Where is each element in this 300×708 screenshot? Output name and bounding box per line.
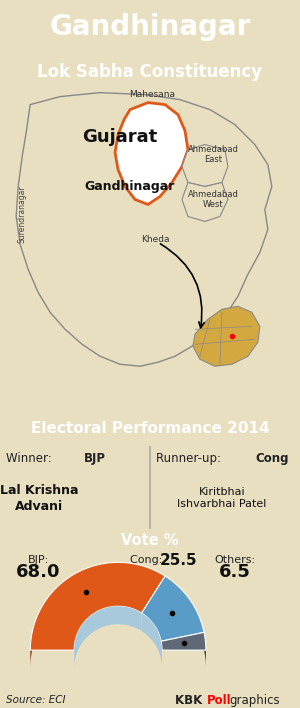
Text: Electoral Performance 2014: Electoral Performance 2014: [31, 421, 269, 436]
Text: Lok Sabha Constituency: Lok Sabha Constituency: [38, 63, 262, 81]
Text: BJP:: BJP:: [28, 555, 49, 566]
Polygon shape: [142, 576, 204, 641]
Text: Cong:: Cong:: [130, 555, 166, 566]
Text: BJP: BJP: [84, 452, 106, 465]
Text: 25.5: 25.5: [160, 553, 198, 568]
Polygon shape: [115, 103, 188, 205]
Text: Surendranagar: Surendranagar: [18, 185, 27, 244]
Text: Poll: Poll: [207, 694, 232, 707]
Text: graphics: graphics: [230, 694, 280, 707]
Text: Runner-up:: Runner-up:: [156, 452, 225, 465]
Polygon shape: [204, 632, 206, 668]
Polygon shape: [165, 576, 204, 651]
Text: Kiritbhai
Ishvarbhai Patel: Kiritbhai Ishvarbhai Patel: [177, 487, 267, 510]
Polygon shape: [161, 632, 206, 650]
Polygon shape: [182, 183, 228, 222]
Text: 68.0: 68.0: [16, 564, 61, 581]
Text: Source: ECI: Source: ECI: [6, 695, 66, 705]
Text: Gandhinagar: Gandhinagar: [85, 180, 175, 193]
Polygon shape: [182, 144, 228, 186]
Text: Kheda: Kheda: [141, 235, 169, 244]
Text: Others:: Others:: [214, 555, 255, 566]
Text: 6.5: 6.5: [219, 564, 251, 581]
Polygon shape: [30, 562, 165, 650]
Polygon shape: [74, 606, 142, 668]
Text: Lal Krishna
Advani: Lal Krishna Advani: [0, 484, 78, 513]
Text: Mahesana: Mahesana: [129, 90, 175, 98]
Polygon shape: [193, 307, 260, 366]
Text: KBK: KBK: [175, 694, 206, 707]
Polygon shape: [142, 613, 161, 659]
Text: Ahmedabad
East: Ahmedabad East: [188, 145, 238, 164]
Text: Ahmedabad
West: Ahmedabad West: [188, 190, 238, 209]
Polygon shape: [161, 641, 162, 668]
Text: Gujarat: Gujarat: [82, 127, 158, 146]
Text: Vote %: Vote %: [121, 533, 179, 549]
Polygon shape: [16, 93, 272, 366]
Text: Winner:: Winner:: [6, 452, 56, 465]
Polygon shape: [30, 562, 165, 668]
Text: Cong: Cong: [255, 452, 289, 465]
Text: Gandhinagar: Gandhinagar: [49, 13, 251, 41]
